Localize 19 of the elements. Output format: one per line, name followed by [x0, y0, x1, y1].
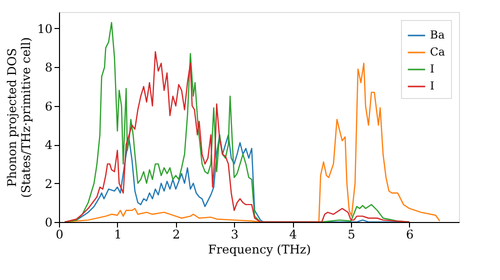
y-tick-label: 8 — [44, 60, 52, 75]
legend-label: Ca — [430, 46, 446, 58]
x-tick-label: 3 — [230, 228, 239, 242]
y-tick-label: 10 — [37, 22, 52, 36]
x-tick-label: 5 — [348, 228, 356, 242]
x-tick-label: 6 — [406, 228, 414, 242]
legend-label: I — [430, 80, 434, 92]
x-axis-title: Frequency (THz) — [208, 242, 311, 256]
legend-label: I — [430, 62, 434, 76]
x-tick-label: 0 — [56, 228, 64, 242]
y-tick-label: 0 — [44, 216, 52, 230]
x-tick-label: 2 — [172, 228, 180, 242]
y-tick-label: 4 — [44, 138, 53, 152]
y-axis-title: Phonon projected DOS (States/THz·primitive cell) — [5, 37, 34, 198]
x-tick-label: 4 — [289, 228, 298, 242]
y-tick-label: 6 — [44, 99, 52, 114]
y-tick-label: 2 — [44, 176, 52, 191]
legend-label: Ba — [430, 28, 446, 42]
x-tick-label: 1 — [114, 228, 122, 242]
